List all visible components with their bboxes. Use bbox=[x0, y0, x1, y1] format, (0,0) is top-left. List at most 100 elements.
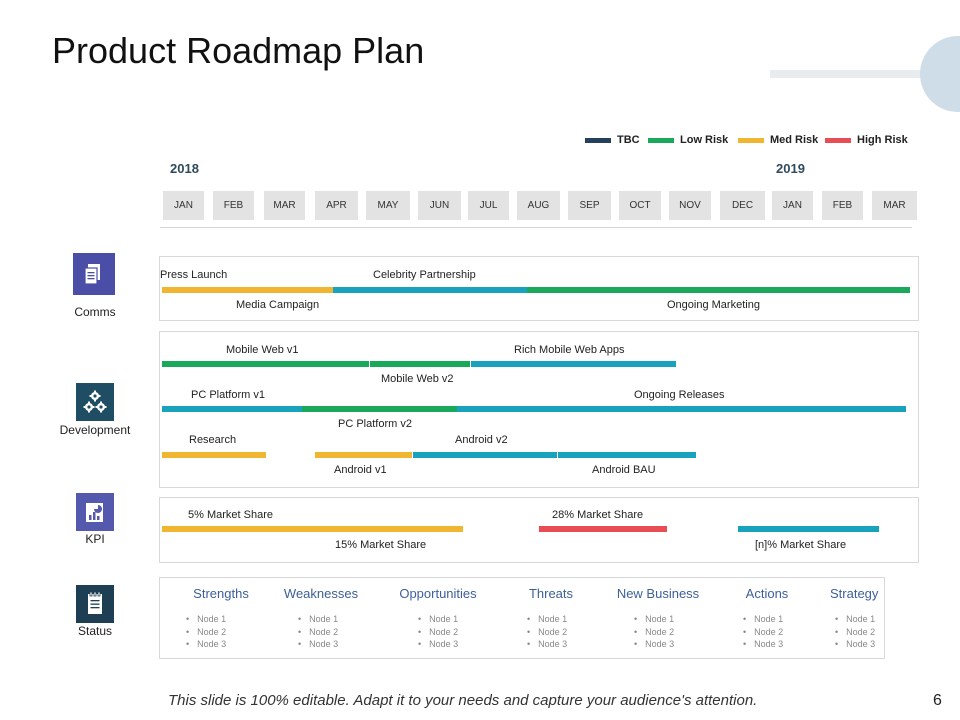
label-15-market-share: 15% Market Share bbox=[335, 539, 427, 551]
decorative-circle bbox=[920, 36, 960, 112]
status-node: Node 3 bbox=[835, 638, 886, 651]
year-2018: 2018 bbox=[170, 161, 199, 176]
legend-item-tbc: TBC bbox=[585, 133, 640, 147]
bar-mobile-web-v1 bbox=[162, 361, 369, 367]
status-heading-threats: Threats bbox=[528, 586, 574, 601]
status-node: Node 1 bbox=[298, 613, 364, 626]
status-node: Node 3 bbox=[418, 638, 488, 651]
label-celebrity-partnership: Celebrity Partnership bbox=[373, 269, 476, 281]
label-android-v2: Android v2 bbox=[455, 434, 508, 446]
status-node-list: Node 1 Node 2 Node 3 bbox=[830, 613, 886, 651]
status-column-strategy: Strategy Node 1 Node 2 Node 3 bbox=[830, 578, 886, 658]
bar-pc-platform-v1 bbox=[162, 406, 302, 412]
month-sep-2018: SEP bbox=[568, 191, 611, 220]
document-icon bbox=[73, 253, 115, 295]
legend-swatch-tbc bbox=[585, 137, 611, 143]
status-node-list: Node 1 Node 2 Node 3 bbox=[388, 613, 488, 651]
label-pc-platform-v1: PC Platform v1 bbox=[191, 389, 265, 401]
status-node: Node 2 bbox=[186, 626, 260, 639]
status-heading-opportunities: Opportunities bbox=[399, 586, 477, 601]
month-mar-2019: MAR bbox=[872, 191, 917, 220]
month-mar-2018: MAR bbox=[264, 191, 305, 220]
label-ongoing-releases: Ongoing Releases bbox=[634, 389, 725, 401]
month-jan-2018: JAN bbox=[163, 191, 204, 220]
status-node: Node 3 bbox=[634, 638, 706, 651]
status-node: Node 3 bbox=[186, 638, 260, 651]
status-heading-actions: Actions bbox=[745, 586, 789, 601]
status-node: Node 3 bbox=[298, 638, 364, 651]
status-node: Node 1 bbox=[527, 613, 587, 626]
label-media-campaign: Media Campaign bbox=[236, 299, 320, 311]
month-oct-2018: OCT bbox=[619, 191, 661, 220]
status-node: Node 1 bbox=[634, 613, 706, 626]
month-jul-2018: JUL bbox=[468, 191, 509, 220]
label-rich-mobile-web-apps: Rich Mobile Web Apps bbox=[514, 344, 625, 356]
bar-ongoing-marketing bbox=[527, 287, 910, 293]
status-node: Node 1 bbox=[743, 613, 802, 626]
category-label-status: Status bbox=[77, 624, 113, 638]
bar-ongoing-releases bbox=[457, 406, 906, 412]
bar-celebrity-partnership bbox=[333, 287, 527, 293]
chart-report-icon bbox=[76, 493, 114, 531]
category-label-development: Development bbox=[59, 423, 131, 437]
month-divider bbox=[160, 227, 912, 228]
bar-28-market-share bbox=[539, 526, 667, 532]
category-label-comms: Comms bbox=[74, 305, 116, 319]
status-node-list: Node 1 Node 2 Node 3 bbox=[278, 613, 364, 651]
month-jan-2019: JAN bbox=[772, 191, 813, 220]
legend-label-low-risk: Low Risk bbox=[680, 134, 729, 146]
bar-research bbox=[162, 452, 266, 458]
comms-panel: Press Launch Celebrity Partnership Media… bbox=[159, 256, 919, 321]
category-label-kpi: KPI bbox=[85, 532, 105, 546]
status-heading-new-business: New Business bbox=[616, 586, 700, 601]
legend-label-med-risk: Med Risk bbox=[770, 134, 819, 146]
status-node-list: Node 1 Node 2 Node 3 bbox=[515, 613, 587, 651]
label-pc-platform-v2: PC Platform v2 bbox=[338, 418, 412, 430]
status-column-threats: Threats Node 1 Node 2 Node 3 bbox=[515, 578, 587, 658]
legend-swatch-low-risk bbox=[648, 137, 674, 143]
bar-press-launch bbox=[162, 287, 333, 293]
bar-mobile-web-v2 bbox=[370, 361, 470, 367]
month-jun-2018: JUN bbox=[418, 191, 461, 220]
label-n-market-share: [n]% Market Share bbox=[755, 539, 847, 551]
bar-android-v2 bbox=[413, 452, 557, 458]
legend-item-high-risk: High Risk bbox=[825, 133, 908, 147]
label-android-v1: Android v1 bbox=[334, 464, 387, 476]
status-node: Node 2 bbox=[835, 626, 886, 639]
label-mobile-web-v2: Mobile Web v2 bbox=[381, 373, 454, 385]
bar-pc-platform-v2 bbox=[302, 406, 457, 412]
status-heading-strategy: Strategy bbox=[830, 586, 879, 601]
status-node-list: Node 1 Node 2 Node 3 bbox=[732, 613, 802, 651]
month-feb-2019: FEB bbox=[822, 191, 863, 220]
bar-rich-mobile-web-apps bbox=[471, 361, 676, 367]
development-panel: Mobile Web v1 Rich Mobile Web Apps Mobil… bbox=[159, 331, 919, 488]
status-node: Node 2 bbox=[634, 626, 706, 639]
status-heading-weaknesses: Weaknesses bbox=[283, 586, 359, 601]
gears-icon bbox=[76, 383, 114, 421]
month-nov-2018: NOV bbox=[669, 191, 711, 220]
bar-5-to-15-market-share bbox=[162, 526, 463, 532]
status-column-new-business: New Business Node 1 Node 2 Node 3 bbox=[610, 578, 706, 658]
status-node-list: Node 1 Node 2 Node 3 bbox=[182, 613, 260, 651]
status-node: Node 1 bbox=[418, 613, 488, 626]
status-panel: Strengths Node 1 Node 2 Node 3 Weaknesse… bbox=[159, 577, 885, 659]
label-28-market-share: 28% Market Share bbox=[552, 509, 644, 521]
status-node: Node 3 bbox=[743, 638, 802, 651]
legend-swatch-med-risk bbox=[738, 137, 764, 143]
label-research: Research bbox=[189, 434, 237, 446]
label-android-bau: Android BAU bbox=[592, 464, 656, 476]
bar-n-market-share bbox=[738, 526, 879, 532]
status-node: Node 1 bbox=[186, 613, 260, 626]
month-apr-2018: APR bbox=[315, 191, 358, 220]
status-node: Node 2 bbox=[418, 626, 488, 639]
month-dec-2018: DEC bbox=[720, 191, 765, 220]
decorative-bar bbox=[770, 70, 960, 78]
month-feb-2018: FEB bbox=[213, 191, 254, 220]
footer-text: This slide is 100% editable. Adapt it to… bbox=[168, 692, 758, 709]
notepad-icon bbox=[76, 585, 114, 623]
status-node: Node 3 bbox=[527, 638, 587, 651]
status-node: Node 2 bbox=[298, 626, 364, 639]
legend-swatch-high-risk bbox=[825, 137, 851, 143]
status-node-list: Node 1 Node 2 Node 3 bbox=[610, 613, 706, 651]
month-may-2018: MAY bbox=[366, 191, 410, 220]
